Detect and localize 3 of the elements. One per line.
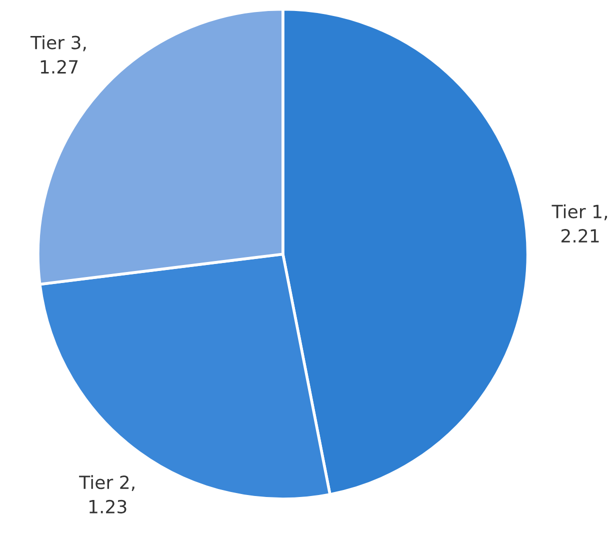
slice-label: Tier 3, 1.27: [30, 35, 86, 74]
slice-label: Tier 2, 1.23: [79, 475, 134, 514]
slice-label: Tier 1, 2.21: [552, 204, 607, 242]
